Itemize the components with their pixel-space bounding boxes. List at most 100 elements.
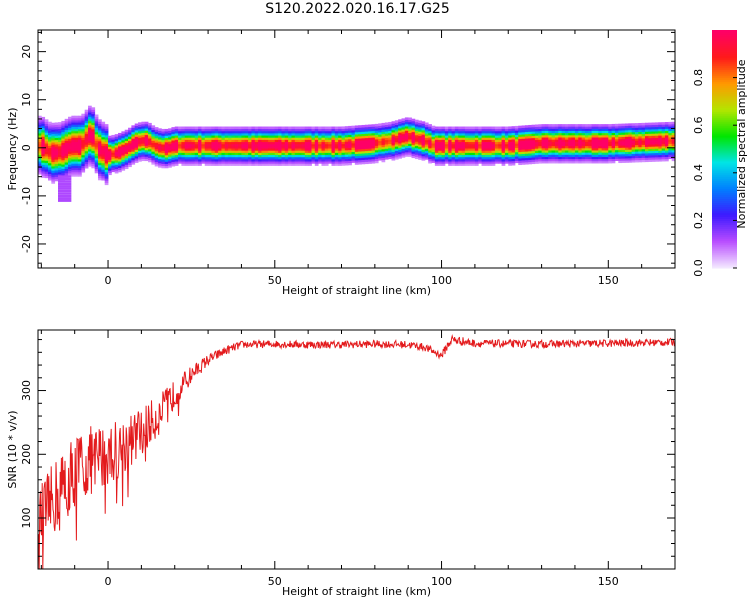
heatmap-cell (491, 158, 496, 162)
heatmap-cell (171, 135, 176, 139)
heatmap-cell (308, 154, 312, 158)
heatmap-cell (441, 163, 446, 166)
heatmap-cell (561, 128, 566, 132)
colorbar-swatch (712, 131, 737, 134)
heatmap-cell (234, 143, 239, 147)
heatmap-cell (61, 155, 66, 159)
heatmap-cell (661, 137, 666, 140)
heatmap-cell (94, 131, 99, 135)
heatmap-cell (558, 158, 563, 162)
heatmap-cell (331, 161, 336, 164)
colorbar-swatch (712, 194, 737, 198)
heatmap-cell (484, 156, 489, 160)
heatmap-cell (214, 137, 219, 140)
heatmap-cell (644, 129, 649, 132)
heatmap-cell (644, 140, 649, 143)
heatmap-cell (601, 145, 606, 149)
heatmap-cell (58, 177, 72, 181)
heatmap-cell (631, 149, 636, 152)
heatmap-cell (421, 125, 426, 129)
heatmap-cell (478, 148, 482, 151)
heatmap-cell (654, 122, 659, 125)
heatmap-cell (251, 139, 256, 143)
heatmap-cell (358, 133, 362, 137)
heatmap-cell (378, 149, 382, 152)
heatmap-cell (464, 130, 469, 134)
heatmap-cell (131, 157, 136, 161)
heatmap-cell (654, 159, 659, 162)
heatmap-cell (421, 142, 426, 146)
heatmap-cell (181, 141, 186, 145)
heatmap-cell (44, 169, 49, 172)
colorbar-swatch (712, 73, 737, 77)
heatmap-cell (191, 161, 196, 164)
heatmap-cell (158, 154, 162, 157)
heatmap-cell (671, 158, 676, 162)
heatmap-cell (571, 145, 576, 149)
heatmap-cell (624, 147, 629, 150)
heatmap-cell (414, 156, 419, 160)
heatmap-cell (661, 156, 666, 160)
heatmap-cell (578, 130, 583, 134)
heatmap-cell (484, 128, 489, 132)
heatmap-cell (371, 135, 376, 138)
heatmap-cell (561, 132, 566, 136)
heatmap-cell (641, 135, 646, 139)
heatmap-cell (574, 147, 579, 151)
heatmap-cell (378, 155, 382, 159)
heatmap-cell (488, 154, 492, 158)
heatmap-cell (374, 145, 379, 149)
colorbar-swatch (712, 87, 737, 90)
heatmap-cell (164, 152, 169, 156)
heatmap-cell (458, 150, 462, 153)
heatmap-cell (74, 120, 79, 123)
heatmap-cell (338, 130, 342, 134)
heatmap-cell (188, 133, 192, 136)
heatmap-cell (91, 126, 96, 130)
heatmap-cell (58, 163, 62, 166)
heatmap-cell (301, 128, 306, 132)
heatmap-cell (58, 126, 62, 130)
heatmap-cell (514, 160, 519, 164)
heatmap-cell (308, 137, 312, 140)
heatmap-cell (68, 157, 72, 161)
heatmap-cell (254, 154, 259, 158)
heatmap-cell (358, 136, 362, 139)
heatmap-cell (314, 137, 319, 140)
heatmap-cell (288, 130, 292, 134)
heatmap-cell (431, 140, 436, 144)
heatmap-cell (291, 139, 296, 143)
heatmap-cell (254, 148, 259, 151)
heatmap-cell (318, 158, 322, 162)
heatmap-cell (91, 137, 96, 141)
heatmap-cell (574, 150, 579, 153)
heatmap-cell (58, 156, 62, 160)
heatmap-cell (151, 136, 156, 139)
heatmap-cell (178, 145, 182, 149)
heatmap-cell (91, 152, 96, 156)
heatmap-cell (388, 143, 392, 147)
heatmap-cell (114, 144, 119, 148)
heatmap-cell (64, 151, 69, 154)
heatmap-cell (271, 139, 276, 143)
heatmap-cell (138, 156, 142, 160)
heatmap-cell (48, 156, 52, 159)
heatmap-cell (44, 156, 49, 159)
heatmap-cell (101, 149, 106, 153)
heatmap-cell (248, 156, 252, 160)
heatmap-cell (481, 152, 486, 156)
colorbar-swatch (712, 224, 737, 227)
heatmap-cell (494, 133, 499, 136)
heatmap-cell (491, 163, 496, 166)
heatmap-cell (84, 127, 89, 130)
heatmap-cell (471, 141, 476, 145)
heatmap-cell (341, 163, 346, 166)
heatmap-cell (181, 139, 186, 143)
heatmap-cell (581, 145, 586, 149)
heatmap-cell (74, 145, 79, 149)
heatmap-cell (121, 159, 126, 163)
heatmap-cell (404, 134, 409, 138)
heatmap-cell (574, 160, 579, 164)
heatmap-cell (514, 128, 519, 131)
heatmap-cell (438, 156, 442, 160)
